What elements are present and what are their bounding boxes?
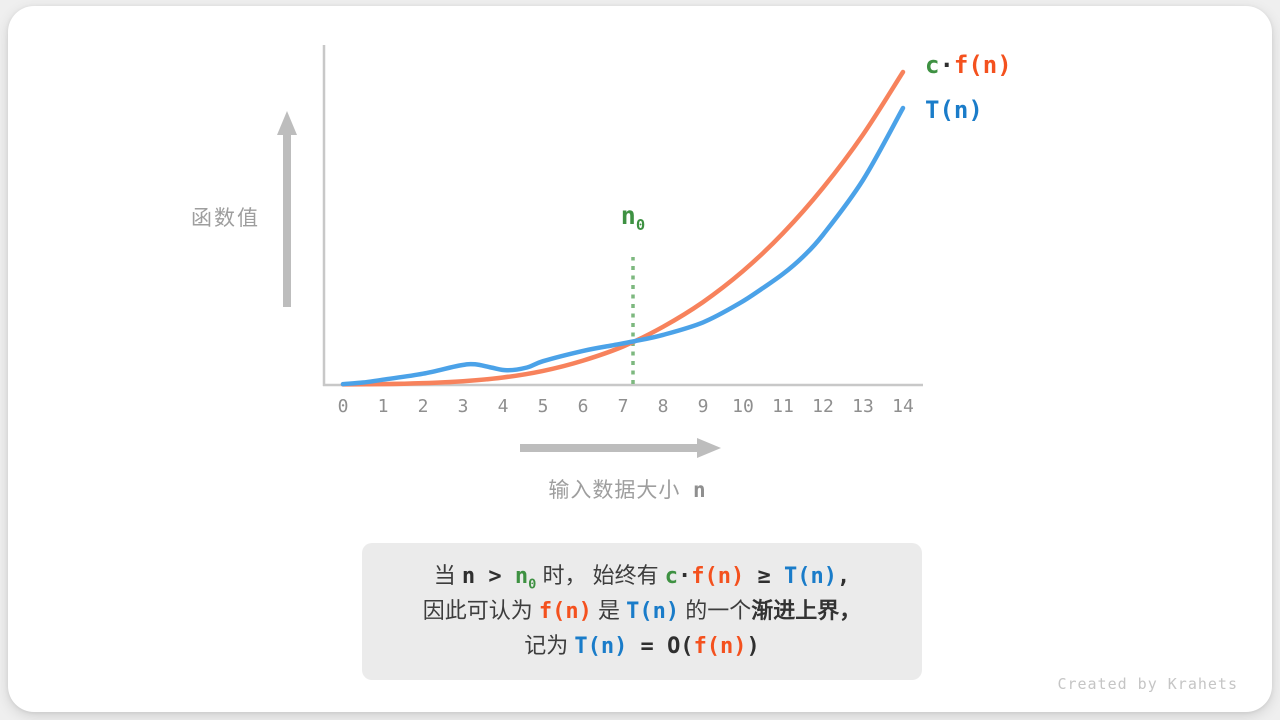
y-axis-label: 函数值	[191, 207, 260, 230]
x-tick-label: 0	[337, 396, 349, 417]
x-axis-label: 输入数据大小 n	[487, 474, 767, 504]
text-segment: f(n)	[691, 564, 745, 589]
x-tick-label: 7	[617, 396, 629, 417]
text-segment: =	[627, 634, 668, 659]
text-segment: T(n)	[574, 634, 628, 659]
text-segment: f(n)	[693, 634, 747, 659]
text-segment: n0	[514, 564, 537, 593]
text-segment: ·	[677, 564, 692, 589]
text-segment: n	[461, 564, 476, 589]
x-axis-variable: n	[680, 478, 706, 502]
x-tick-label: 2	[417, 396, 429, 417]
text-segment: ，	[839, 598, 862, 623]
x-tick-label: 11	[772, 396, 794, 417]
x-tick-label: 10	[732, 396, 754, 417]
text-segment: c	[925, 51, 940, 79]
x-tick-label: 3	[457, 396, 469, 417]
credit-text: Created by Krahets	[1057, 675, 1238, 693]
text-segment: 当	[433, 563, 462, 588]
text-segment: ≥	[744, 564, 784, 589]
caption-box: 当 n > n0 时， 始终有 c·f(n) ≥ T(n), 因此可认为 f(n)…	[362, 543, 922, 680]
y-axis-arrow-icon	[277, 111, 297, 307]
text-segment: )	[746, 634, 760, 659]
text-segment: f(n)	[538, 599, 592, 624]
x-tick-label: 14	[892, 396, 914, 417]
curve-c-f-n	[340, 69, 906, 387]
text-segment: ,	[836, 564, 851, 589]
x-axis-arrow-icon	[520, 438, 721, 458]
caption-line: 因此可认为 f(n) 是 T(n) 的一个渐进上界，	[423, 594, 861, 629]
text-segment: f(n)	[953, 51, 1012, 79]
x-tick-label: 9	[697, 396, 709, 417]
x-tick-label: 12	[812, 396, 834, 417]
n0-label: n0	[593, 201, 673, 234]
x-tick-label: 1	[377, 396, 389, 417]
text-segment: 因此可认为	[422, 598, 539, 623]
text-segment: T(n)	[925, 96, 983, 124]
text-segment: 渐进上界	[751, 598, 840, 623]
text-segment: ·	[939, 51, 954, 79]
text-segment: 始终有	[586, 563, 665, 588]
text-segment: T(n)	[626, 599, 680, 624]
text-segment: c	[664, 564, 678, 589]
text-segment: 的一个	[679, 598, 752, 623]
caption-line: 记为 T(n) = O(f(n))	[524, 629, 760, 664]
x-tick-label: 13	[852, 396, 874, 417]
text-segment: 是	[591, 598, 627, 623]
x-axis-label-text: 输入数据大小	[548, 479, 681, 502]
curve-t-n	[340, 105, 906, 387]
text-segment: 时，	[536, 563, 587, 588]
legend-t-n: T(n)	[925, 97, 983, 124]
x-tick-label: 8	[657, 396, 669, 417]
caption-line: 当 n > n0 时， 始终有 c·f(n) ≥ T(n),	[434, 559, 850, 594]
text-segment: T(n)	[783, 564, 837, 589]
x-tick-label: 6	[577, 396, 589, 417]
text-segment: O(	[667, 634, 694, 659]
x-tick-label: 5	[537, 396, 549, 417]
text-segment: 记为	[524, 633, 575, 658]
text-segment: >	[475, 564, 515, 589]
x-tick-label: 4	[497, 396, 509, 417]
legend-c-f-n: c·f(n)	[925, 52, 1012, 79]
text-segment: n0	[620, 201, 646, 234]
